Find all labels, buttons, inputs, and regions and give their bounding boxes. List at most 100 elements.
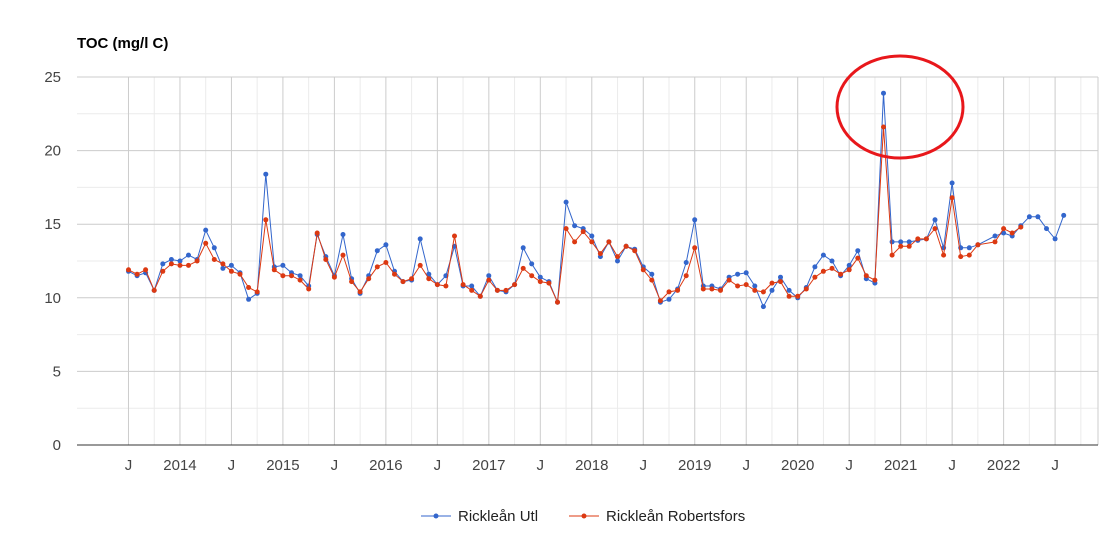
data-point[interactable] xyxy=(409,276,415,282)
data-point[interactable] xyxy=(331,274,337,280)
data-point[interactable] xyxy=(778,274,783,280)
data-point[interactable] xyxy=(546,280,552,286)
data-point[interactable] xyxy=(949,195,955,201)
data-point[interactable] xyxy=(872,277,878,283)
data-point[interactable] xyxy=(597,251,603,257)
data-point[interactable] xyxy=(829,258,835,264)
data-point[interactable] xyxy=(786,287,792,293)
data-point[interactable] xyxy=(735,271,741,277)
data-point[interactable] xyxy=(314,230,320,236)
data-point[interactable] xyxy=(280,273,286,279)
data-point[interactable] xyxy=(529,273,535,279)
data-point[interactable] xyxy=(657,298,663,304)
data-point[interactable] xyxy=(1018,224,1024,230)
data-point[interactable] xyxy=(846,262,852,268)
data-point[interactable] xyxy=(632,248,638,254)
data-point[interactable] xyxy=(881,90,886,96)
data-point[interactable] xyxy=(203,240,209,246)
data-point[interactable] xyxy=(915,236,921,242)
data-point[interactable] xyxy=(168,257,174,262)
data-point[interactable] xyxy=(340,232,346,237)
data-point[interactable] xyxy=(186,262,191,268)
data-point[interactable] xyxy=(374,248,380,254)
data-point[interactable] xyxy=(949,180,955,186)
data-point[interactable] xyxy=(1001,230,1007,236)
data-point[interactable] xyxy=(537,279,543,285)
data-point[interactable] xyxy=(134,271,140,277)
data-point[interactable] xyxy=(898,243,904,249)
data-point[interactable] xyxy=(340,252,346,258)
data-point[interactable] xyxy=(383,242,389,248)
data-point[interactable] xyxy=(220,261,226,267)
data-point[interactable] xyxy=(932,226,938,232)
data-point[interactable] xyxy=(966,245,972,251)
data-point[interactable] xyxy=(417,262,423,268)
data-point[interactable] xyxy=(494,287,500,293)
legend-item[interactable]: Rickleån Robertsfors xyxy=(569,508,745,525)
data-point[interactable] xyxy=(486,273,492,279)
data-point[interactable] xyxy=(563,199,569,205)
data-point[interactable] xyxy=(168,261,174,267)
data-point[interactable] xyxy=(263,217,269,223)
data-point[interactable] xyxy=(220,265,226,271)
data-point[interactable] xyxy=(1001,226,1007,232)
data-point[interactable] xyxy=(280,262,286,268)
data-point[interactable] xyxy=(941,252,947,258)
data-point[interactable] xyxy=(966,252,972,258)
data-point[interactable] xyxy=(426,271,432,277)
data-point[interactable] xyxy=(160,268,166,274)
data-point[interactable] xyxy=(820,268,826,274)
data-point[interactable] xyxy=(443,283,449,289)
data-point[interactable] xyxy=(572,223,578,229)
data-point[interactable] xyxy=(349,279,355,285)
data-point[interactable] xyxy=(417,236,423,242)
data-point[interactable] xyxy=(520,245,526,251)
data-point[interactable] xyxy=(228,268,234,274)
data-point[interactable] xyxy=(923,236,929,242)
data-point[interactable] xyxy=(675,287,681,293)
data-point[interactable] xyxy=(709,286,715,292)
data-point[interactable] xyxy=(589,239,595,245)
data-point[interactable] xyxy=(812,264,818,270)
data-point[interactable] xyxy=(992,239,998,245)
data-point[interactable] xyxy=(357,289,363,295)
data-point[interactable] xyxy=(649,277,655,283)
data-point[interactable] xyxy=(692,245,698,251)
data-point[interactable] xyxy=(323,257,329,262)
data-point[interactable] xyxy=(366,276,372,282)
data-point[interactable] xyxy=(683,260,689,265)
data-point[interactable] xyxy=(400,279,406,285)
data-point[interactable] xyxy=(906,239,912,245)
data-point[interactable] xyxy=(512,282,518,288)
data-point[interactable] xyxy=(211,245,217,251)
data-point[interactable] xyxy=(228,262,234,268)
data-point[interactable] xyxy=(812,274,818,280)
data-point[interactable] xyxy=(537,274,543,280)
data-point[interactable] xyxy=(726,277,732,283)
data-point[interactable] xyxy=(683,273,689,279)
data-point[interactable] xyxy=(426,276,432,282)
data-point[interactable] xyxy=(778,279,783,285)
data-point[interactable] xyxy=(898,239,904,245)
data-point[interactable] xyxy=(906,243,912,249)
data-point[interactable] xyxy=(700,286,706,292)
data-point[interactable] xyxy=(1044,226,1049,232)
data-point[interactable] xyxy=(829,265,835,271)
data-point[interactable] xyxy=(1026,214,1032,220)
data-point[interactable] xyxy=(580,229,586,235)
data-point[interactable] xyxy=(194,258,200,264)
data-point[interactable] xyxy=(246,285,252,290)
data-point[interactable] xyxy=(297,273,303,279)
data-point[interactable] xyxy=(881,124,886,130)
data-point[interactable] xyxy=(589,233,595,239)
data-point[interactable] xyxy=(692,217,698,223)
data-point[interactable] xyxy=(666,296,672,302)
data-point[interactable] xyxy=(615,258,620,264)
data-point[interactable] xyxy=(820,252,826,258)
data-point[interactable] xyxy=(503,287,509,293)
data-point[interactable] xyxy=(666,289,672,295)
data-point[interactable] xyxy=(975,242,981,248)
data-point[interactable] xyxy=(760,289,766,295)
data-point[interactable] xyxy=(735,283,741,289)
data-point[interactable] xyxy=(469,287,475,293)
